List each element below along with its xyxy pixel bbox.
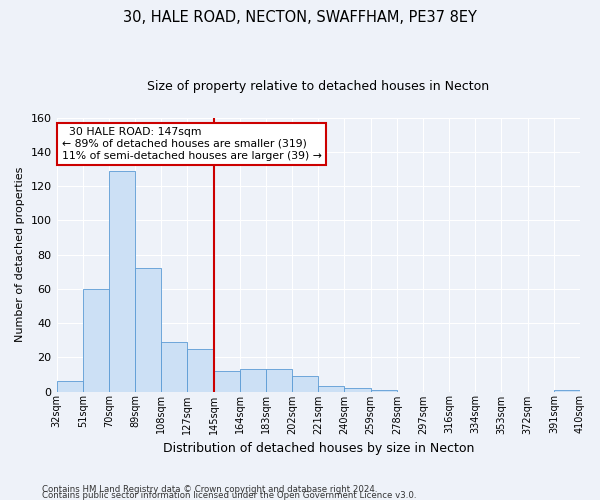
Bar <box>135 268 161 392</box>
Bar <box>109 171 135 392</box>
X-axis label: Distribution of detached houses by size in Necton: Distribution of detached houses by size … <box>163 442 474 455</box>
Bar <box>554 390 580 392</box>
Bar <box>83 289 109 392</box>
Bar <box>266 370 292 392</box>
Bar <box>240 370 266 392</box>
Bar <box>56 381 83 392</box>
Bar <box>214 371 240 392</box>
Text: Contains public sector information licensed under the Open Government Licence v3: Contains public sector information licen… <box>42 490 416 500</box>
Text: 30 HALE ROAD: 147sqm
← 89% of detached houses are smaller (319)
11% of semi-deta: 30 HALE ROAD: 147sqm ← 89% of detached h… <box>62 128 322 160</box>
Y-axis label: Number of detached properties: Number of detached properties <box>15 167 25 342</box>
Title: Size of property relative to detached houses in Necton: Size of property relative to detached ho… <box>147 80 490 93</box>
Bar <box>292 376 318 392</box>
Bar <box>318 386 344 392</box>
Text: 30, HALE ROAD, NECTON, SWAFFHAM, PE37 8EY: 30, HALE ROAD, NECTON, SWAFFHAM, PE37 8E… <box>123 10 477 25</box>
Bar <box>371 390 397 392</box>
Text: Contains HM Land Registry data © Crown copyright and database right 2024.: Contains HM Land Registry data © Crown c… <box>42 484 377 494</box>
Bar <box>344 388 371 392</box>
Bar <box>161 342 187 392</box>
Bar <box>187 348 214 392</box>
